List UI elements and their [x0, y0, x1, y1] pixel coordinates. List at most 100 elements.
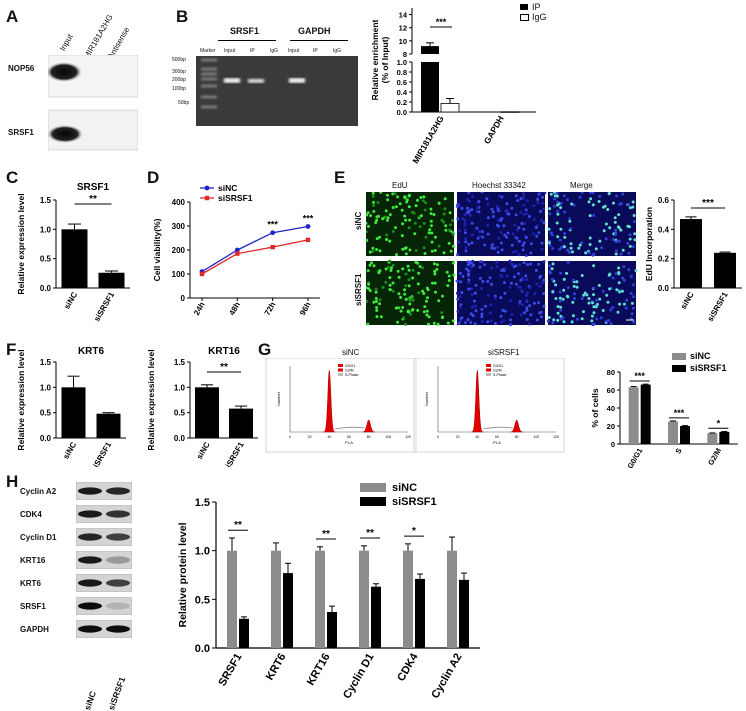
y-tick-label: 0.0 [397, 108, 407, 117]
x-tick-label: 96h [298, 300, 313, 317]
legend-label: siSRSF1 [218, 193, 253, 203]
flow-title-sisrsf1: siSRSF1 [488, 348, 520, 357]
micro-col-merge: Merge [570, 181, 593, 190]
gel-group-srsf1: SRSF1 [230, 26, 260, 36]
y-tick-label: 1.0 [397, 58, 407, 67]
y-tick-label: 300 [172, 222, 186, 231]
y-tick-label: 14 [399, 11, 408, 20]
hist-x-tick: 100 [533, 435, 539, 439]
y-axis-label: Cell viability(%) [152, 218, 162, 281]
blot-band [106, 556, 130, 564]
y-tick-label: 0.5 [174, 409, 186, 418]
gel-group-gapdh: GAPDH [298, 26, 331, 36]
y-tick-label: 0.0 [658, 284, 670, 293]
s-phase-curve [335, 426, 365, 430]
significance-label: ** [89, 194, 97, 205]
y-tick-label: 200 [172, 246, 186, 255]
hist-x-tick: 120 [405, 435, 411, 439]
blot-band [78, 625, 102, 633]
hist-x-tick: 20 [308, 435, 312, 439]
g2-peak [362, 419, 375, 433]
x-tick-label: siSRSF1 [92, 290, 116, 323]
x-tick-label: siSRSF1 [706, 290, 730, 323]
panel-label-b: B [176, 7, 189, 26]
y-tick-label: 0.0 [174, 434, 186, 443]
bar [628, 387, 639, 444]
panel-h-blot: Cyclin A2 CDK4 Cyclin D1 KRT16 KRT6 SRSF1 GAPD… [20, 478, 140, 711]
y-tick-label: 0.4 [658, 225, 670, 234]
bar-igg [440, 103, 460, 113]
bar [714, 252, 736, 288]
blot-row-label: Cyclin A2 [20, 487, 57, 496]
legend-swatch [672, 353, 686, 360]
y-tick-label: 1.0 [40, 225, 52, 234]
panel-g-flow: siNC siSRSF1 0 20 40 60 80 100 120 PI-A Number G0… [262, 348, 580, 460]
g1-peak [471, 369, 484, 433]
blot-band [106, 487, 130, 495]
blot-row-label: Cyclin D1 [20, 533, 57, 542]
hist-legend-swatch [486, 373, 491, 376]
x-tick-label: Cyclin D1 [341, 652, 376, 701]
bar [61, 229, 88, 288]
data-point [270, 244, 275, 250]
significance-label: *** [267, 220, 278, 230]
y-tick-label: 400 [172, 198, 186, 207]
blot-band [78, 579, 102, 587]
y-tick-label: 1.0 [174, 383, 186, 392]
hist-legend-swatch [338, 368, 343, 372]
blot-row-label: SRSF1 [20, 602, 46, 611]
hist-legend-label: S-Phase [345, 373, 358, 377]
blot-band [78, 602, 102, 610]
bar [98, 272, 125, 288]
blot-band [106, 533, 130, 541]
y-tick-label: 0.4 [397, 88, 408, 97]
x-tick-label: S [673, 447, 683, 456]
x-tick-label: 72h [263, 300, 278, 317]
y-tick-label: 0.5 [40, 409, 52, 418]
x-tick-label: siNC [679, 290, 696, 310]
x-tick-label: siNC [61, 440, 78, 460]
legend-swatch [672, 365, 686, 372]
panel-label-h: H [6, 472, 19, 491]
micro-col-edu: EdU [392, 181, 408, 190]
y-tick-label: 0.0 [40, 434, 52, 443]
bar [403, 550, 413, 648]
bar [195, 387, 219, 438]
legend-marker [204, 185, 210, 191]
bar [640, 384, 651, 444]
bar [227, 550, 237, 648]
hist-x-tick: 40 [475, 435, 479, 439]
y-tick-label: 1.0 [40, 383, 52, 392]
legend-label: siNC [218, 183, 237, 193]
chart-title: SRSF1 [77, 182, 110, 193]
hist-legend-swatch [338, 373, 343, 376]
blot-strip [76, 482, 132, 500]
micro-row-sisrsf1: siSRSF1 [354, 273, 363, 306]
gel-lane-3: IgG [270, 48, 279, 54]
hist-x-tick: 100 [385, 435, 391, 439]
panel-label-g: G [258, 340, 272, 359]
x-tick-label: 24h [192, 300, 207, 317]
significance-label: ** [366, 528, 374, 539]
significance-label: *** [436, 17, 447, 27]
bar [315, 550, 325, 648]
legend-label: siNC [392, 482, 417, 494]
ladder-300: 300bp [172, 69, 186, 75]
hist-legend-swatch [486, 364, 491, 367]
histogram-frame [413, 358, 565, 453]
chart-f-krt16: KRT16 0.0 0.5 1.0 1.5 Relative expression lev… [146, 346, 258, 467]
hist-x-label: PI-A [345, 440, 353, 445]
bar [459, 579, 469, 648]
y-tick-label: 0.5 [40, 255, 52, 264]
data-point [199, 271, 205, 277]
y-tick-label: 80 [607, 368, 615, 377]
gel-image [196, 56, 358, 126]
chart-title: KRT16 [208, 346, 240, 357]
histogram-frame [265, 358, 417, 453]
x-tick-label: siSRSF1 [222, 440, 246, 467]
chart-d-viability: 0 100 200 300 400 Cell viability(%) 24h 48h 72h 9… [152, 183, 320, 317]
bar [680, 426, 690, 444]
bar [447, 550, 457, 648]
micro-col-hoechst: Hoechst 33342 [472, 181, 526, 190]
x-tick-label: CDK4 [395, 651, 421, 684]
